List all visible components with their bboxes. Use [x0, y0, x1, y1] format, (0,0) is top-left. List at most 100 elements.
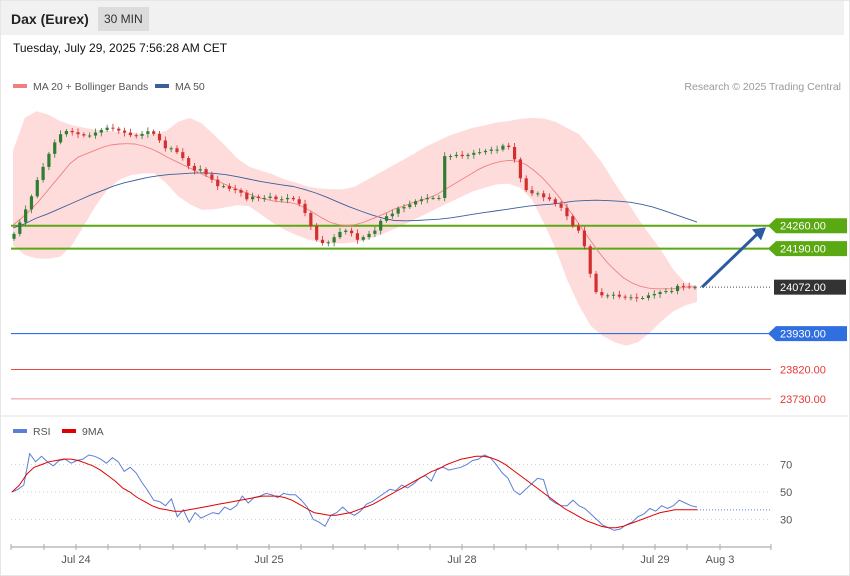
candle — [274, 194, 278, 202]
candle — [210, 171, 214, 183]
level-pivot-23930-00-tag — [768, 326, 847, 342]
level-resistance-24260-00-tag — [768, 218, 847, 234]
candle — [326, 240, 330, 247]
candle — [414, 199, 418, 208]
candle — [646, 292, 651, 301]
candle — [99, 128, 103, 137]
time-axis: Jul 24 Jul 25 Jul 28 Jul 29 Aug 3 — [10, 544, 772, 566]
legend-ma50: MA 50 — [175, 81, 205, 93]
candle — [373, 226, 377, 238]
candle — [280, 196, 284, 203]
legend-rsi-swatch — [13, 429, 27, 433]
candle — [12, 231, 16, 241]
candle — [629, 294, 633, 301]
candle — [489, 146, 493, 155]
candle — [233, 184, 237, 194]
candle — [303, 199, 307, 217]
bollinger-bands — [13, 111, 697, 346]
candle — [478, 148, 482, 155]
candle — [588, 244, 592, 278]
candle — [635, 293, 639, 302]
arrow-shaft — [700, 232, 760, 289]
candle — [408, 200, 412, 210]
legend-rsi: RSI — [33, 426, 51, 438]
candle — [18, 219, 22, 237]
candle — [175, 145, 179, 155]
level-resistance-24190-00-label: 24190.00 — [780, 244, 826, 256]
candle — [146, 127, 150, 138]
candle — [122, 127, 127, 137]
candle — [285, 194, 290, 204]
candle — [221, 184, 226, 189]
candle — [268, 192, 272, 200]
candle — [675, 283, 680, 295]
level-pivot-23930-00-label: 23930.00 — [780, 329, 826, 341]
candle — [88, 132, 92, 139]
candle — [367, 230, 371, 240]
time-tick-label: Jul 24 — [61, 554, 90, 566]
candle — [315, 223, 319, 242]
candle — [262, 195, 266, 202]
candle — [611, 291, 616, 300]
legend-9ma-swatch — [62, 429, 76, 433]
rsi-tick-label: 50 — [780, 487, 792, 499]
candle — [419, 196, 424, 205]
candle — [76, 128, 80, 139]
candle — [82, 132, 86, 138]
candle — [501, 143, 505, 152]
rsi-grid: 70 50 30 — [11, 460, 792, 526]
level-resistance-24190-00-tag — [768, 241, 847, 257]
candle — [29, 194, 34, 214]
candle — [128, 128, 133, 138]
candle — [181, 148, 185, 161]
candle — [559, 200, 563, 212]
candle — [41, 162, 45, 183]
candle — [47, 151, 51, 171]
candle — [390, 209, 394, 219]
candle — [507, 142, 511, 150]
level-support-23820-00-label: 23820.00 — [780, 365, 826, 377]
candle — [58, 130, 63, 145]
timeframe-button[interactable]: 30 MIN — [98, 7, 149, 31]
candle — [320, 235, 325, 246]
candle — [105, 124, 109, 132]
candle — [198, 165, 202, 173]
candle — [565, 203, 569, 221]
legend-ma50-swatch — [155, 84, 169, 88]
candle — [600, 288, 604, 298]
candle — [571, 214, 575, 229]
candle — [344, 228, 348, 235]
candle — [466, 152, 470, 160]
candle — [204, 167, 208, 178]
candle — [606, 293, 610, 299]
candle — [652, 290, 656, 299]
candle — [332, 234, 336, 247]
candle — [379, 218, 383, 235]
candle — [291, 195, 295, 202]
candle — [163, 136, 167, 152]
candle — [512, 143, 517, 163]
candle — [658, 290, 662, 298]
candle — [448, 154, 453, 161]
candle — [216, 175, 220, 191]
rsi-lines — [11, 452, 771, 531]
bollinger-band-area — [13, 111, 697, 346]
rsi-tick-label: 70 — [780, 460, 792, 472]
candle — [402, 204, 406, 213]
candle — [623, 294, 627, 300]
candle — [483, 148, 488, 155]
forecast-arrow — [700, 227, 766, 289]
level-resistance-24260-00-label: 24260.00 — [780, 221, 826, 233]
time-tick-label: Jul 28 — [447, 554, 476, 566]
candle — [355, 229, 360, 244]
candle — [582, 226, 587, 250]
candle — [256, 194, 261, 202]
candle — [460, 150, 464, 159]
candle — [495, 145, 499, 154]
candle — [192, 162, 197, 175]
candle — [35, 177, 39, 199]
instrument-title: Dax (Eurex) — [11, 11, 89, 27]
candle — [553, 197, 557, 207]
credit-text: Research © 2025 Trading Central — [684, 81, 841, 93]
